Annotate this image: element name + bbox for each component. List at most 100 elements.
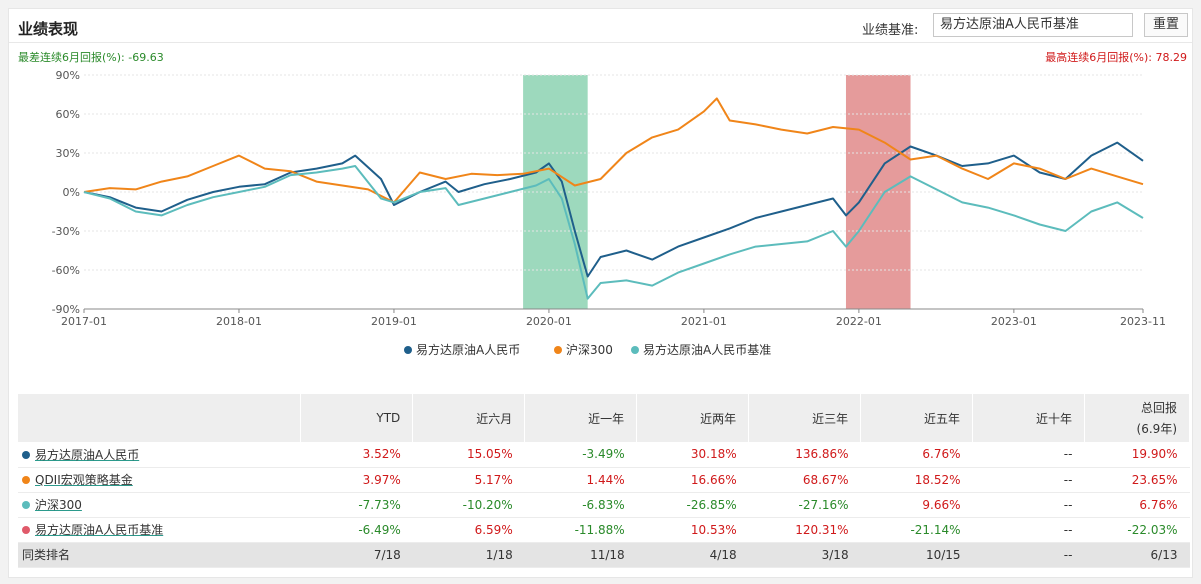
- benchmark-label: 业绩基准:: [862, 23, 919, 38]
- fund-name-link[interactable]: 易方达原油A人民币: [35, 447, 140, 462]
- y-tick-label: 60%: [56, 108, 80, 121]
- rank-cell: --: [972, 542, 1085, 568]
- return-cell: 6.59%: [412, 517, 525, 543]
- return-cell: -27.16%: [748, 492, 861, 518]
- return-cell: -22.03%: [1084, 517, 1190, 543]
- legend-marker-2: [554, 346, 562, 354]
- x-tick-label: 2017-01: [61, 315, 107, 328]
- performance-panel: 业绩表现 业绩基准: 易方达原油A人民币基准 重置 最差连续6月回报(%): -…: [8, 8, 1193, 578]
- legend-marker-3: [631, 346, 639, 354]
- y-tick-label: 0%: [63, 186, 80, 199]
- return-cell: 3.97%: [300, 467, 413, 493]
- x-tick-label: 2021-01: [681, 315, 727, 328]
- return-cell: 19.90%: [1084, 442, 1190, 468]
- return-cell: --: [972, 517, 1085, 543]
- series-line-2: [83, 97, 1144, 204]
- header-divider: [9, 42, 1192, 43]
- fund-name-link[interactable]: 易方达原油A人民币基准: [35, 523, 164, 537]
- rank-cell: 4/18: [636, 542, 749, 568]
- return-cell: --: [972, 492, 1085, 518]
- series-dot-icon: [22, 476, 30, 484]
- reset-button[interactable]: 重置: [1144, 13, 1188, 37]
- fund-name-link[interactable]: QDII宏观策略基金: [35, 473, 133, 487]
- series-line-3: [83, 165, 1144, 300]
- section-title: 业绩表现: [18, 20, 79, 38]
- fund-name-link[interactable]: 沪深300: [35, 498, 82, 512]
- x-tick-label: 2019-01: [371, 315, 417, 328]
- return-cell: 15.05%: [412, 442, 525, 468]
- y-tick-label: -60%: [52, 264, 80, 277]
- table-row: 沪深300 -7.73% -10.20% -6.83% -26.85% -27.16% 9.…: [18, 492, 1190, 518]
- row-name-cell: QDII宏观策略基金: [18, 467, 301, 493]
- return-cell: 16.66%: [636, 467, 749, 493]
- series-dot-icon: [22, 501, 30, 509]
- return-cell: 1.44%: [524, 467, 637, 493]
- legend-label-1[interactable]: 易方达原油A人民币: [416, 342, 520, 357]
- table-row: QDII宏观策略基金 3.97% 5.17% 1.44% 16.66% 68.67% 18.…: [18, 467, 1190, 493]
- column-header: 总回报 (6.9年): [1084, 394, 1191, 442]
- return-cell: 6.76%: [860, 442, 973, 468]
- legend-marker-1: [404, 346, 412, 354]
- column-header: 近六月: [412, 394, 526, 442]
- row-name-cell: 易方达原油A人民币基准: [18, 517, 301, 543]
- return-cell: -21.14%: [860, 517, 973, 543]
- column-header: 近五年: [860, 394, 974, 442]
- return-cell: 136.86%: [748, 442, 861, 468]
- x-tick-label: 2023-11: [1120, 315, 1166, 328]
- return-cell: 30.18%: [636, 442, 749, 468]
- y-tick-label: -30%: [52, 225, 80, 238]
- return-cell: 120.31%: [748, 517, 861, 543]
- return-cell: 9.66%: [860, 492, 973, 518]
- rank-cell: 10/15: [860, 542, 973, 568]
- row-name-cell: 沪深300: [18, 492, 301, 518]
- rank-cell: 1/18: [412, 542, 525, 568]
- return-cell: 3.52%: [300, 442, 413, 468]
- benchmark-select[interactable]: 易方达原油A人民币基准: [933, 13, 1133, 37]
- return-cell: 23.65%: [1084, 467, 1190, 493]
- worst-6m-return: 最差连续6月回报(%): -69.63: [18, 51, 164, 64]
- column-header: YTD: [300, 394, 414, 442]
- performance-table: YTD 近六月 近一年 近两年 近三年 近五年 近十年 总回报 (6.9年) 易方达原油A人民币…: [18, 394, 1191, 568]
- x-tick-label: 2022-01: [836, 315, 882, 328]
- total-return-header: 总回报: [1140, 401, 1177, 415]
- x-tick-label: 2018-01: [216, 315, 262, 328]
- return-cell: -10.20%: [412, 492, 525, 518]
- rank-cell: 11/18: [524, 542, 637, 568]
- rank-cell: 3/18: [748, 542, 861, 568]
- series-dot-icon: [22, 526, 30, 534]
- rank-cell: 7/18: [300, 542, 413, 568]
- return-cell: 68.67%: [748, 467, 861, 493]
- column-header: [18, 394, 302, 442]
- series-line-1: [83, 141, 1144, 278]
- y-tick-label: 90%: [56, 69, 80, 82]
- row-name-cell: 易方达原油A人民币: [18, 442, 301, 468]
- return-cell: -11.88%: [524, 517, 637, 543]
- return-cell: --: [972, 442, 1085, 468]
- return-cell: -6.49%: [300, 517, 413, 543]
- return-cell: -7.73%: [300, 492, 413, 518]
- y-tick-label: -90%: [52, 303, 80, 316]
- x-tick-label: 2023-01: [991, 315, 1037, 328]
- return-cell: -6.83%: [524, 492, 637, 518]
- total-return-period: (6.9年): [1136, 422, 1177, 436]
- table-row: 易方达原油A人民币 3.52% 15.05% -3.49% 30.18% 136.86% 6…: [18, 442, 1190, 468]
- table-row: 易方达原油A人民币基准 -6.49% 6.59% -11.88% 10.53% 120.3…: [18, 517, 1190, 543]
- x-tick-label: 2020-01: [526, 315, 572, 328]
- rank-row: 同类排名 7/18 1/18 11/18 4/18 3/18 10/15 -- 6/13: [18, 542, 1190, 568]
- performance-line-chart: 90% 60% 30% 0% -30% -60% -90%2017-01 2018-01 201…: [52, 69, 1166, 357]
- return-cell: 6.76%: [1084, 492, 1190, 518]
- rank-label: 同类排名: [18, 542, 301, 568]
- column-header: 近一年: [524, 394, 638, 442]
- legend-label-3[interactable]: 易方达原油A人民币基准: [643, 342, 771, 357]
- series-dot-icon: [22, 450, 30, 459]
- column-header: 近两年: [636, 394, 750, 442]
- column-header: 近十年: [972, 394, 1085, 442]
- return-cell: --: [972, 467, 1085, 493]
- return-cell: 18.52%: [860, 467, 973, 493]
- rank-cell: 6/13: [1084, 542, 1190, 568]
- column-header: 近三年: [748, 394, 862, 442]
- return-cell: -26.85%: [636, 492, 749, 518]
- return-cell: -3.49%: [524, 442, 637, 468]
- legend-label-2[interactable]: 沪深300: [566, 343, 613, 357]
- y-tick-label: 30%: [56, 147, 80, 160]
